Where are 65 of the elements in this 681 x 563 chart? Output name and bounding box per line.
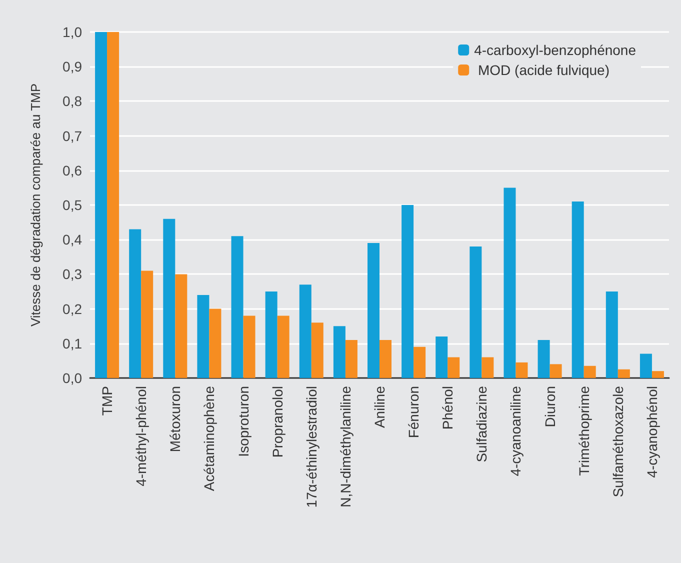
bar xyxy=(368,243,380,378)
legend-label: 4-carboxyl-benzophénone xyxy=(474,42,636,58)
bar xyxy=(107,32,120,378)
bar xyxy=(95,32,108,378)
y-tick-label: 0,5 xyxy=(62,197,82,213)
x-tick-label: Phénol xyxy=(440,386,456,430)
x-tick-label: Triméthoprime xyxy=(576,386,592,476)
y-tick-label: 0,3 xyxy=(62,266,82,282)
x-tick-label: 4-cyanoaniline xyxy=(508,386,524,476)
y-tick-label: 0,2 xyxy=(62,300,82,317)
y-tick-label: 0,7 xyxy=(62,128,82,144)
x-tick-label: Fénuron xyxy=(406,386,422,438)
x-tick-label: Isoproturon xyxy=(235,386,252,457)
y-tick-label: 0,1 xyxy=(62,335,82,352)
bar xyxy=(333,326,346,378)
bar xyxy=(243,316,256,378)
bar xyxy=(402,205,414,378)
bar xyxy=(197,294,210,378)
bar xyxy=(652,371,664,378)
bar xyxy=(436,336,448,378)
bar xyxy=(175,274,188,378)
bar xyxy=(231,236,244,378)
bar xyxy=(380,340,392,378)
x-tick-label: Acétaminophène xyxy=(201,386,218,492)
y-tick-label: 0,8 xyxy=(62,93,82,110)
y-axis-title: Vitesse de dégradation comparée au TMP xyxy=(28,83,43,327)
bar xyxy=(414,346,426,378)
x-tick-label: N,N-diméthylaniline xyxy=(337,386,354,508)
bar xyxy=(504,188,516,378)
bar xyxy=(209,308,222,378)
x-tick-label: Aniline xyxy=(372,386,388,428)
bar xyxy=(163,218,176,378)
y-tick-label: 0,0 xyxy=(62,370,82,386)
x-tick-label: Diuron xyxy=(542,386,558,428)
bar xyxy=(311,322,324,378)
bar xyxy=(572,202,584,378)
bar xyxy=(470,246,482,378)
legend-label: MOD (acide fulvique) xyxy=(474,62,610,78)
bar xyxy=(277,316,290,378)
bar xyxy=(141,270,154,378)
x-tick-label: 4-méthyl-phénol xyxy=(133,386,150,486)
bar xyxy=(345,340,358,378)
x-tick-label: Sulfaméthoxazole xyxy=(610,386,626,498)
bar xyxy=(550,364,562,378)
bar xyxy=(538,340,550,378)
bar xyxy=(516,362,528,378)
bar xyxy=(299,284,312,378)
bar xyxy=(482,357,494,378)
x-tick-label: 4-cyanophénol xyxy=(644,386,660,478)
x-tick-label: 17α-éthinylestradiol xyxy=(303,386,320,508)
x-tick-label: Métoxuron xyxy=(167,386,184,452)
bar xyxy=(640,354,652,378)
bar xyxy=(129,229,142,378)
bar xyxy=(265,292,278,378)
y-tick-label: 0,9 xyxy=(62,58,82,75)
bar xyxy=(606,292,618,378)
bar xyxy=(584,366,596,378)
x-tick-label: Propranolol xyxy=(269,386,286,458)
y-tick-label: 1,0 xyxy=(62,24,82,40)
x-tick-label: Sulfadiazine xyxy=(474,386,490,462)
y-tick-label: 0,6 xyxy=(62,162,82,178)
bar xyxy=(618,369,630,378)
x-tick-label: TMP xyxy=(99,386,116,416)
bar xyxy=(448,357,460,378)
y-tick-label: 0,4 xyxy=(62,232,82,248)
